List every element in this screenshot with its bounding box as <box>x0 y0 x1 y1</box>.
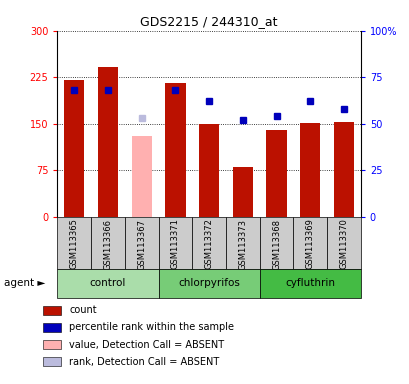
Text: GSM113372: GSM113372 <box>204 218 213 270</box>
Text: value, Detection Call = ABSENT: value, Detection Call = ABSENT <box>69 339 224 350</box>
Bar <box>192 217 225 269</box>
Bar <box>299 122 319 217</box>
Bar <box>124 217 158 269</box>
Title: GDS2215 / 244310_at: GDS2215 / 244310_at <box>140 15 277 28</box>
Bar <box>225 217 259 269</box>
Bar <box>91 217 124 269</box>
Bar <box>57 269 158 298</box>
Text: count: count <box>69 305 97 315</box>
Bar <box>266 130 286 217</box>
Text: GSM113373: GSM113373 <box>238 218 247 270</box>
Bar <box>232 167 252 217</box>
Text: GSM113367: GSM113367 <box>137 218 146 270</box>
Bar <box>326 217 360 269</box>
Text: GSM113371: GSM113371 <box>171 218 180 270</box>
Bar <box>158 269 259 298</box>
Bar <box>131 136 151 217</box>
Text: rank, Detection Call = ABSENT: rank, Detection Call = ABSENT <box>69 357 219 367</box>
Text: GSM113369: GSM113369 <box>305 218 314 270</box>
Bar <box>64 80 84 217</box>
Text: percentile rank within the sample: percentile rank within the sample <box>69 322 234 333</box>
Text: control: control <box>90 278 126 288</box>
Text: chlorpyrifos: chlorpyrifos <box>178 278 239 288</box>
Text: agent ►: agent ► <box>4 278 45 288</box>
Bar <box>43 323 61 332</box>
Bar <box>165 83 185 217</box>
Text: GSM113368: GSM113368 <box>271 218 280 270</box>
Bar <box>333 122 353 217</box>
Bar <box>259 217 293 269</box>
Bar <box>158 217 192 269</box>
Bar <box>259 269 360 298</box>
Text: GSM113370: GSM113370 <box>339 218 348 270</box>
Bar <box>43 340 61 349</box>
Bar <box>57 217 91 269</box>
Bar <box>293 217 326 269</box>
Bar <box>43 306 61 314</box>
Text: GSM113366: GSM113366 <box>103 218 112 270</box>
Bar <box>98 67 118 217</box>
Bar <box>43 358 61 366</box>
Bar <box>198 124 219 217</box>
Text: cyfluthrin: cyfluthrin <box>285 278 335 288</box>
Text: GSM113365: GSM113365 <box>70 218 79 270</box>
